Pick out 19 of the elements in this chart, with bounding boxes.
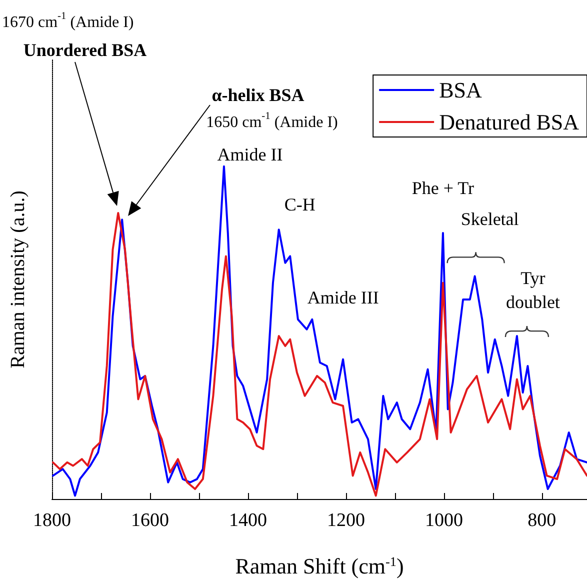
annotation: C-H (284, 194, 316, 215)
x-tick-label: 800 (528, 510, 556, 531)
text: 1670 cm$^{-1}$ (Amide I) (2, 11, 134, 30)
text: α-helix BSA (212, 85, 304, 105)
legend-label: Denatured BSA (439, 110, 580, 134)
text: 1650 cm$^{-1}$ (Amide I) (206, 111, 338, 130)
x-tick-label: 1600 (130, 510, 169, 531)
y-axis-title: Raman intensity (a.u.) (7, 190, 29, 368)
x-tick-label: 1800 (33, 510, 71, 531)
annotation: Amide III (307, 287, 379, 308)
x-tick-label: 1000 (424, 510, 463, 531)
x-tick-label: 1400 (228, 510, 267, 531)
text: Unordered BSA (23, 40, 147, 60)
annotation: Skeletal (460, 209, 519, 230)
x-tick-label: 1200 (326, 510, 365, 531)
annotation: Amide II (217, 144, 283, 164)
legend-label: BSA (439, 78, 482, 102)
annotation: Phe + Tr (412, 178, 474, 198)
annotation: Tyr doublet (506, 268, 560, 312)
